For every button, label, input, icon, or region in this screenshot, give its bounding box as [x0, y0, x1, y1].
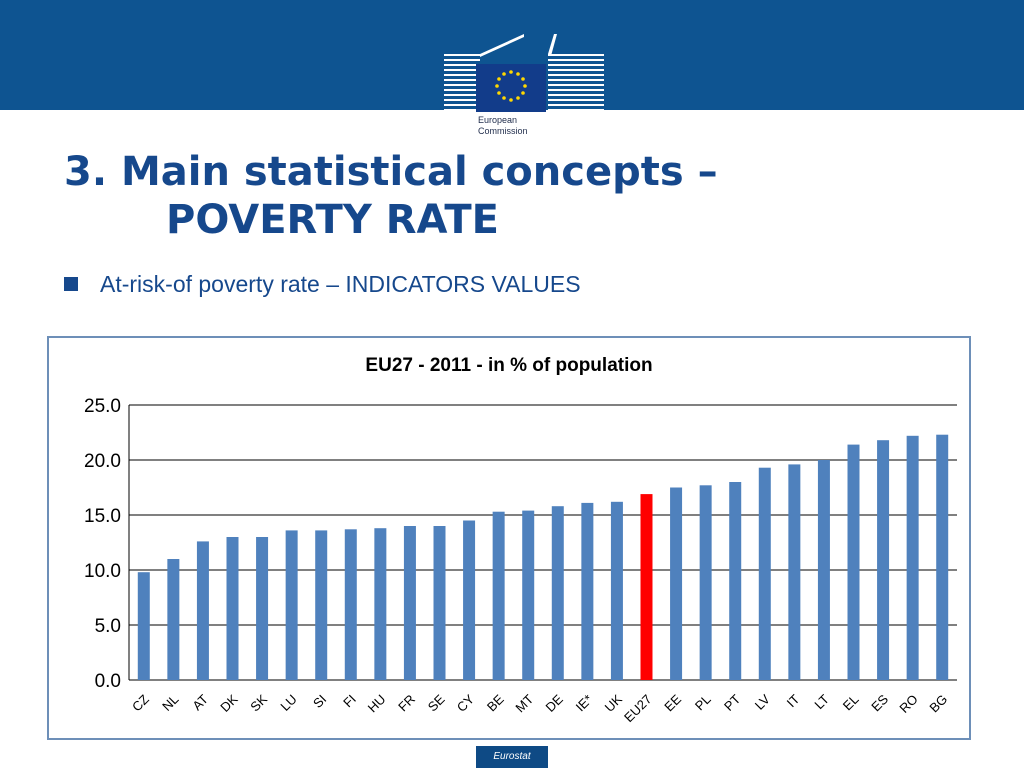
footer-eurostat-tab: Eurostat	[476, 746, 548, 768]
bar-at	[196, 541, 209, 680]
bar-chart: EU27 - 2011 - in % of population 0.0 5.0 1…	[84, 355, 957, 726]
y-tick-label: 5.0	[95, 616, 121, 637]
chart-title: EU27 - 2011 - in % of population	[365, 355, 652, 376]
bar-cy	[463, 520, 476, 680]
x-tick-label: UK	[602, 691, 626, 715]
eu-commission-logo	[444, 34, 604, 113]
x-tick-label: SK	[247, 691, 270, 714]
bar-fi	[344, 529, 357, 680]
bar-fr	[403, 526, 416, 680]
x-tick-label: LV	[752, 691, 773, 712]
x-tick-label: SI	[310, 692, 329, 711]
bar-lv	[758, 467, 771, 680]
x-tick-label: FR	[395, 692, 418, 715]
bar-el	[847, 444, 860, 680]
bar-ro	[906, 435, 919, 680]
x-tick-label: PL	[692, 692, 714, 714]
bar-si	[315, 530, 328, 680]
slide-title-line2: POVERTY RATE	[166, 197, 499, 243]
x-tick-label: RO	[896, 692, 920, 716]
logo-caption: European Commission	[478, 115, 528, 137]
bullet-square-icon	[64, 277, 78, 291]
x-tick-label: ES	[868, 691, 891, 714]
y-tick-label: 20.0	[84, 451, 121, 472]
x-tick-label: DK	[217, 691, 241, 715]
bar-dk	[226, 537, 239, 680]
bar-pl	[699, 485, 712, 680]
bullet-text: At-risk-of poverty rate – INDICATORS VAL…	[100, 270, 581, 297]
x-tick-label: EU27	[621, 692, 655, 726]
x-tick-label: EL	[840, 692, 862, 714]
y-tick-label: 25.0	[84, 396, 121, 417]
x-tick-label: EE	[661, 691, 684, 714]
x-tick-label: LT	[811, 691, 832, 712]
bar-de	[551, 506, 564, 680]
bar-lu	[285, 530, 298, 680]
chart-frame: EU27 - 2011 - in % of population 0.0 5.0 1…	[47, 336, 971, 740]
x-tick-label: LU	[277, 692, 299, 714]
bar-se	[433, 526, 446, 680]
bar-ie	[581, 502, 594, 680]
bar-mt	[522, 510, 535, 680]
bar-es	[877, 440, 890, 680]
x-tick-label: PT	[721, 691, 743, 713]
bar-ee	[670, 487, 683, 680]
logo-caption-line2: Commission	[478, 126, 528, 136]
bar-pt	[729, 482, 742, 680]
y-tick-label: 15.0	[84, 506, 121, 527]
x-tick-label: MT	[512, 691, 536, 715]
x-tick-label: DE	[543, 691, 567, 715]
slide-title: 3. Main statistical concepts – POVERTY R…	[64, 148, 718, 244]
x-tick-label: CY	[454, 691, 478, 715]
bar-nl	[167, 559, 180, 680]
bullet-item: At-risk-of poverty rate – INDICATORS VAL…	[64, 268, 581, 300]
x-tick-label: IE*	[573, 692, 596, 715]
bar-bg	[936, 434, 949, 680]
x-tick-label: CZ	[129, 691, 152, 714]
y-tick-label: 0.0	[95, 671, 121, 692]
x-tick-label: BG	[926, 692, 950, 716]
x-tick-label: IT	[784, 691, 803, 710]
bar-cz	[137, 572, 150, 680]
x-tick-label: AT	[189, 691, 211, 713]
bar-be	[492, 511, 505, 680]
x-tick-label: SE	[425, 691, 448, 714]
bar-hu	[374, 528, 387, 680]
x-tick-label: BE	[484, 691, 507, 714]
slide-title-line1: 3. Main statistical concepts –	[64, 149, 718, 195]
bar-eu27	[640, 494, 653, 680]
x-tick-label: NL	[159, 692, 181, 714]
x-tick-label: FI	[340, 692, 359, 711]
bar-lt	[817, 460, 830, 680]
logo-caption-line1: European	[478, 115, 518, 125]
bar-uk	[610, 501, 623, 680]
bar-sk	[256, 537, 269, 680]
bar-it	[788, 464, 801, 680]
y-tick-label: 10.0	[84, 561, 121, 582]
x-tick-label: HU	[365, 692, 389, 716]
